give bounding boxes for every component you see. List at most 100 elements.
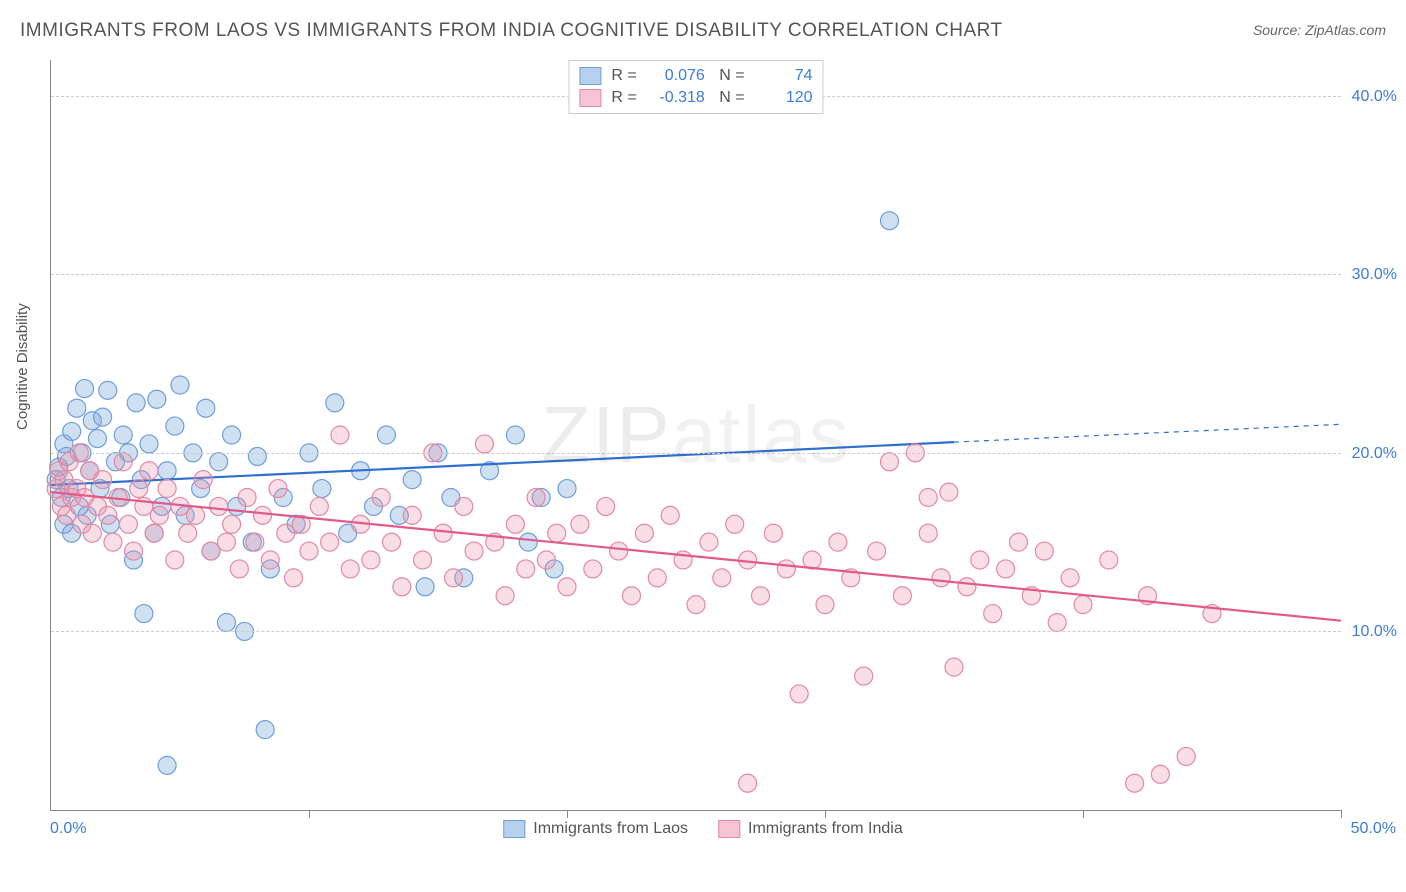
- data-point: [777, 560, 795, 578]
- data-point: [558, 578, 576, 596]
- data-point: [261, 551, 279, 569]
- data-point: [1035, 542, 1053, 560]
- grid-line: 10.0%: [51, 631, 1341, 632]
- data-point: [623, 587, 641, 605]
- legend-label-india: Immigrants from India: [748, 820, 903, 838]
- data-point: [752, 587, 770, 605]
- data-point: [300, 542, 318, 560]
- series-legend: Immigrants from Laos Immigrants from Ind…: [503, 820, 902, 838]
- data-point: [945, 658, 963, 676]
- grid-line: 20.0%: [51, 453, 1341, 454]
- data-point: [114, 426, 132, 444]
- data-point: [506, 515, 524, 533]
- data-point: [127, 394, 145, 412]
- chart-title: IMMIGRANTS FROM LAOS VS IMMIGRANTS FROM …: [20, 20, 1003, 41]
- data-point: [519, 533, 537, 551]
- data-point: [444, 569, 462, 587]
- data-point: [310, 497, 328, 515]
- data-point: [148, 390, 166, 408]
- legend-row-india: R = -0.318 N = 120: [579, 87, 812, 109]
- y-axis-title: Cognitive Disability: [14, 303, 31, 430]
- data-point: [455, 497, 473, 515]
- data-point: [475, 435, 493, 453]
- data-point: [940, 483, 958, 501]
- data-point: [506, 426, 524, 444]
- data-point: [140, 435, 158, 453]
- data-point: [130, 480, 148, 498]
- data-point: [135, 605, 153, 623]
- x-tick: [825, 810, 826, 818]
- data-point: [194, 471, 212, 489]
- data-point: [958, 578, 976, 596]
- data-point: [217, 533, 235, 551]
- data-point: [362, 551, 380, 569]
- data-point: [223, 515, 241, 533]
- data-point: [197, 399, 215, 417]
- n-value-india: 120: [755, 89, 813, 107]
- source-attribution: Source: ZipAtlas.com: [1253, 22, 1386, 38]
- data-point: [571, 515, 589, 533]
- data-point: [186, 506, 204, 524]
- data-point: [648, 569, 666, 587]
- data-point: [584, 560, 602, 578]
- data-point: [83, 524, 101, 542]
- x-max-label: 50.0%: [1351, 820, 1396, 838]
- data-point: [1074, 596, 1092, 614]
- data-point: [326, 394, 344, 412]
- data-point: [383, 533, 401, 551]
- data-point: [119, 515, 137, 533]
- data-point: [1126, 774, 1144, 792]
- data-point: [68, 399, 86, 417]
- data-point: [1010, 533, 1028, 551]
- data-point: [1048, 614, 1066, 632]
- data-point: [855, 667, 873, 685]
- data-point: [687, 596, 705, 614]
- data-point: [893, 587, 911, 605]
- data-point: [88, 430, 106, 448]
- data-point: [790, 685, 808, 703]
- data-point: [269, 480, 287, 498]
- swatch-india: [579, 89, 601, 107]
- x-tick: [567, 810, 568, 818]
- x-tick: [1083, 810, 1084, 818]
- data-point: [537, 551, 555, 569]
- data-point: [230, 560, 248, 578]
- data-point: [881, 453, 899, 471]
- data-point: [104, 533, 122, 551]
- data-point: [377, 426, 395, 444]
- data-point: [527, 489, 545, 507]
- legend-row-laos: R = 0.076 N = 74: [579, 65, 812, 87]
- data-point: [114, 453, 132, 471]
- data-point: [496, 587, 514, 605]
- data-point: [94, 471, 112, 489]
- data-point: [158, 462, 176, 480]
- data-point: [171, 376, 189, 394]
- data-point: [597, 497, 615, 515]
- data-point: [919, 524, 937, 542]
- data-point: [416, 578, 434, 596]
- data-point: [932, 569, 950, 587]
- grid-line: 30.0%: [51, 274, 1341, 275]
- data-point: [1100, 551, 1118, 569]
- data-point: [94, 408, 112, 426]
- swatch-laos: [579, 67, 601, 85]
- data-point: [403, 506, 421, 524]
- data-point: [1177, 747, 1195, 765]
- data-point: [256, 721, 274, 739]
- data-point: [140, 462, 158, 480]
- data-point: [465, 542, 483, 560]
- data-point: [166, 551, 184, 569]
- data-point: [217, 614, 235, 632]
- data-point: [1061, 569, 1079, 587]
- data-point: [881, 212, 899, 230]
- data-point: [285, 569, 303, 587]
- data-point: [517, 560, 535, 578]
- data-point: [331, 426, 349, 444]
- data-point: [166, 417, 184, 435]
- data-point: [158, 756, 176, 774]
- y-tick-label: 10.0%: [1352, 623, 1397, 641]
- data-point: [248, 447, 266, 465]
- data-point: [341, 560, 359, 578]
- data-point: [99, 506, 117, 524]
- data-point: [254, 506, 272, 524]
